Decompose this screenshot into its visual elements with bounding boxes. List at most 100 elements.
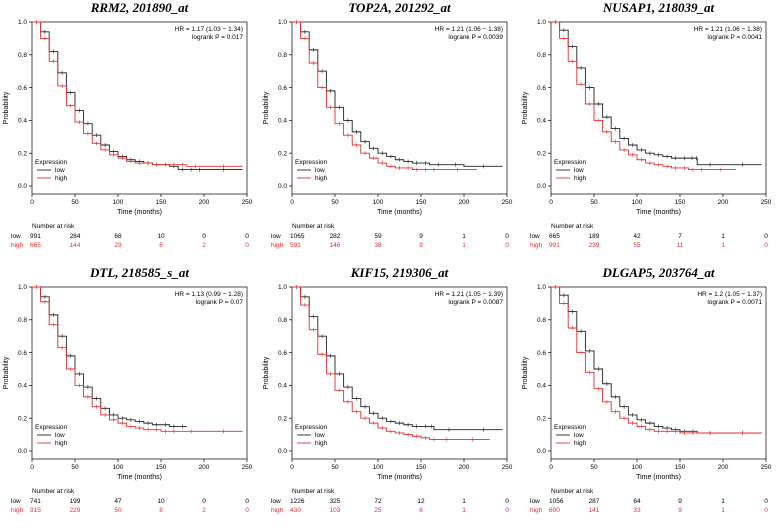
legend-title: Expression [35, 159, 68, 166]
survival-curve-high [32, 21, 243, 167]
risk-row-label-low: low [11, 498, 21, 505]
y-tick-label: 0.0 [278, 183, 287, 190]
chart-title: DTL, 218585_s_at [89, 265, 189, 280]
x-tick-label: 100 [632, 464, 643, 471]
survival-curve-high [292, 286, 490, 440]
risk-value: 68 [114, 233, 122, 240]
risk-value: 1 [721, 242, 725, 249]
risk-value: 103 [330, 507, 341, 514]
y-tick-label: 0.6 [537, 85, 546, 92]
risk-value: 0 [202, 498, 206, 505]
x-tick-label: 50 [71, 464, 79, 471]
chart-title: DLGAP5, 203764_at [602, 265, 715, 280]
x-tick-label: 100 [113, 199, 124, 206]
x-tick-label: 0 [30, 199, 34, 206]
y-tick-label: 0.8 [537, 317, 546, 324]
y-tick-label: 0.4 [537, 383, 546, 390]
x-tick-label: 100 [113, 464, 124, 471]
x-tick-label: 0 [290, 199, 294, 206]
risk-value: 10 [157, 498, 165, 505]
risk-value: 6 [419, 507, 423, 514]
legend-label-low: low [55, 432, 65, 439]
risk-table-title: Number at risk [32, 223, 75, 230]
legend-label-high: high [574, 175, 587, 182]
survival-curve-high [551, 21, 736, 171]
y-axis-label: Probability [522, 91, 529, 124]
hazard-ratio-text: HR = 1.21 (1.05 − 1.39) [435, 291, 503, 298]
legend-title: Expression [295, 424, 328, 431]
km-panel: NUSAP1, 218039_at 0.0 0.2 0.4 0.6 0.8 1.0 0 50 10… [519, 0, 778, 265]
x-tick-label: 150 [675, 199, 686, 206]
legend-label-high: high [55, 175, 68, 182]
y-tick-label: 0.2 [278, 415, 287, 422]
x-tick-label: 50 [71, 199, 79, 206]
plot-frame [31, 21, 248, 195]
survival-curve-low [551, 21, 762, 166]
risk-value: 741 [30, 498, 41, 505]
risk-value: 144 [70, 242, 81, 249]
hazard-ratio-text: HR = 1.21 (1.06 − 1.38) [435, 26, 503, 33]
risk-row-label-low: low [271, 498, 281, 505]
risk-value: 199 [70, 498, 81, 505]
risk-value: 239 [589, 242, 600, 249]
y-tick-label: 0.0 [278, 448, 287, 455]
y-tick-label: 1.0 [18, 19, 27, 26]
risk-value: 11 [677, 242, 684, 249]
km-chart-svg: TOP2A, 201292_at0.00.20.40.60.81.00 50 100… [263, 0, 513, 249]
y-tick-label: 0.2 [537, 150, 546, 157]
y-tick-label: 0.8 [278, 317, 287, 324]
risk-value: 2 [202, 507, 206, 514]
km-panel: DTL, 218585_s_at 0.0 0.2 0.4 0.6 0.8 1.0 0 50 100… [0, 265, 259, 530]
risk-value: 665 [30, 242, 41, 249]
y-tick-label: 0.6 [18, 350, 27, 357]
km-chart-svg: DLGAP5, 203764_at0.00.20.40.60.81.00 50 10… [522, 265, 772, 514]
risk-value: 915 [30, 507, 41, 514]
y-tick-label: 1.0 [537, 19, 546, 26]
risk-value: 1 [462, 507, 466, 514]
risk-row-label-low: low [271, 233, 281, 240]
risk-value: 2 [202, 242, 206, 249]
y-tick-label: 0.4 [278, 383, 287, 390]
logrank-p-text: logrank P = 0.0071 [707, 299, 762, 306]
risk-value: 29 [114, 242, 122, 249]
hazard-ratio-text: HR = 1.21 (1.06 − 1.38) [694, 26, 762, 33]
hazard-ratio-text: HR = 1.2 (1.05 − 1.37) [697, 291, 762, 298]
risk-value: 9 [419, 233, 423, 240]
risk-value: 1065 [290, 233, 305, 240]
risk-value: 591 [290, 242, 301, 249]
legend-label-low: low [315, 167, 325, 174]
y-tick-label: 0.6 [537, 350, 546, 357]
plot-frame [550, 286, 767, 460]
risk-row-label-low: low [530, 233, 540, 240]
y-tick-label: 0.8 [537, 52, 546, 59]
survival-curve-high [32, 286, 243, 432]
y-tick-label: 0.8 [18, 317, 27, 324]
y-tick-label: 0.0 [18, 183, 27, 190]
x-tick-label: 150 [156, 199, 167, 206]
survival-curve-low [32, 286, 187, 427]
x-tick-label: 200 [718, 464, 729, 471]
y-tick-label: 0.0 [537, 183, 546, 190]
risk-value: 9 [419, 242, 423, 249]
survival-curve-low [292, 286, 503, 431]
km-panel: TOP2A, 201292_at 0.0 0.2 0.4 0.6 0.8 1.0 0 50 100… [260, 0, 519, 265]
risk-row-label-high: high [271, 242, 284, 249]
x-tick-label: 250 [761, 464, 772, 471]
x-tick-label: 200 [718, 199, 729, 206]
risk-value: 0 [505, 507, 509, 514]
x-tick-label: 200 [199, 464, 210, 471]
x-tick-label: 250 [242, 464, 253, 471]
plot-frame [291, 21, 508, 195]
y-tick-label: 0.4 [537, 118, 546, 125]
legend-label-low: low [315, 432, 325, 439]
survival-curve-high [292, 21, 477, 171]
risk-value: 42 [633, 233, 641, 240]
risk-value: 287 [589, 498, 600, 505]
risk-value: 146 [330, 242, 341, 249]
survival-curve-low [32, 21, 243, 171]
risk-table-title: Number at risk [32, 488, 75, 495]
y-tick-label: 0.0 [537, 448, 546, 455]
logrank-p-text: logrank P = 0.0039 [448, 34, 503, 41]
x-tick-label: 150 [416, 464, 427, 471]
